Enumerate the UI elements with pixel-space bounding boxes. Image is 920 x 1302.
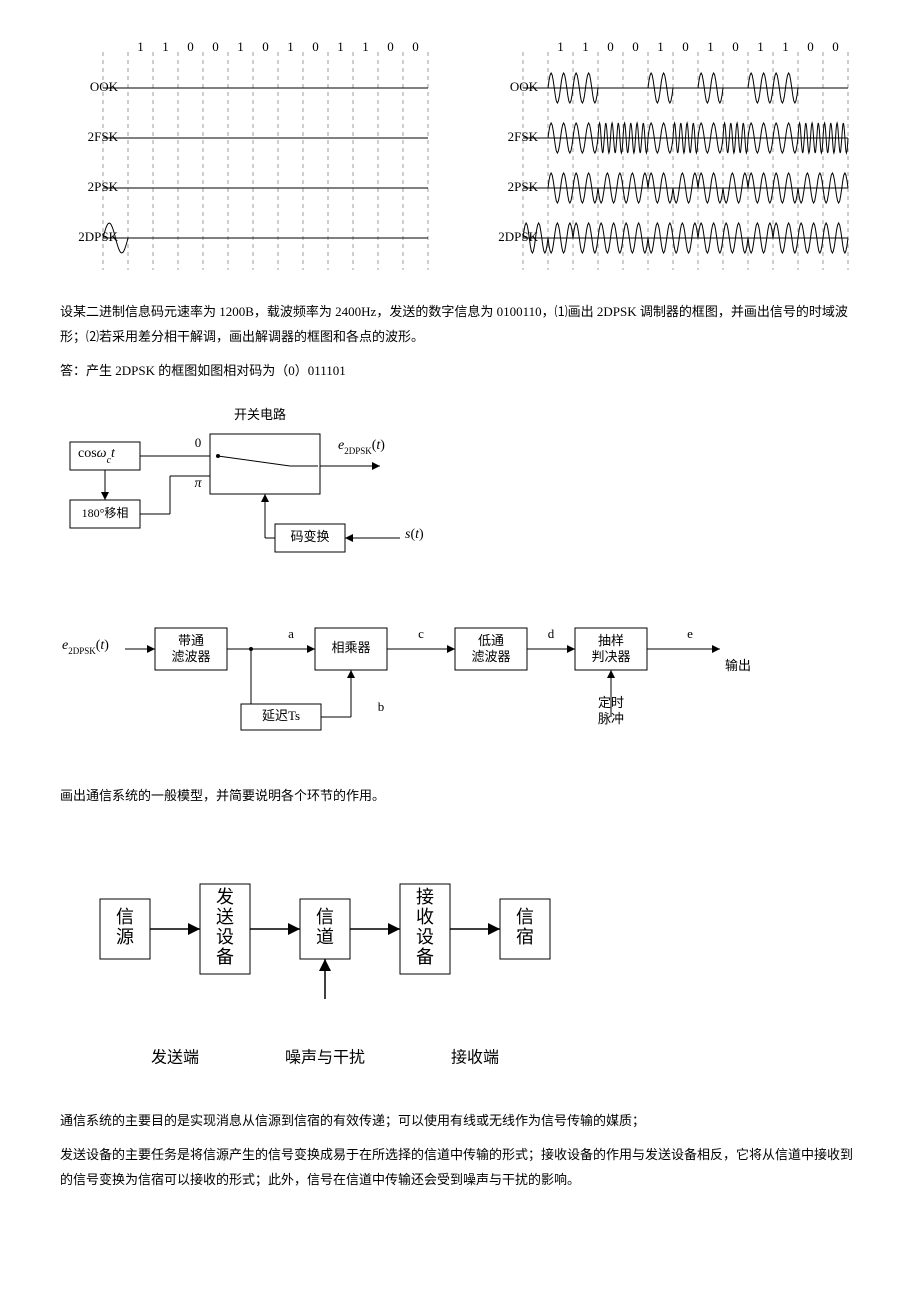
svg-text:0: 0 [732, 40, 739, 54]
svg-text:0: 0 [632, 40, 639, 54]
svg-text:判决器: 判决器 [591, 649, 630, 664]
svg-text:1: 1 [582, 40, 589, 54]
svg-text:b: b [378, 699, 385, 714]
waveform-right: 1 1 0 0 1 0 1 0 1 1 0 0 OOK 2FSK 2PSK 2DPSK [480, 40, 880, 270]
q2-prompt: 画出通信系统的一般模型，并简要说明各个环节的作用。 [60, 784, 860, 809]
svg-text:c: c [418, 626, 424, 641]
svg-text:道: 道 [316, 927, 334, 947]
svg-text:收: 收 [416, 907, 434, 927]
svg-text:1: 1 [237, 40, 244, 54]
svg-text:2FSK: 2FSK [88, 129, 119, 144]
svg-text:d: d [548, 626, 555, 641]
svg-text:脉冲: 脉冲 [598, 711, 624, 726]
svg-text:1: 1 [362, 40, 369, 54]
svg-text:信: 信 [316, 907, 334, 927]
svg-text:0: 0 [312, 40, 319, 54]
svg-text:0: 0 [607, 40, 614, 54]
svg-text:备: 备 [216, 947, 234, 967]
svg-text:设: 设 [216, 927, 234, 947]
svg-text:发: 发 [216, 887, 234, 907]
svg-text:e: e [687, 626, 693, 641]
svg-text:宿: 宿 [516, 927, 534, 947]
svg-text:0: 0 [187, 40, 194, 54]
demodulator-diagram: e2DPSK(t)带通滤波器相乘器低通滤波器抽样判决器acde输出延迟Tsb定时… [60, 604, 860, 754]
waveform-left: 1 1 0 0 1 0 1 0 1 1 0 0 OOK 2FSK 2PSK 2DPSK [60, 40, 460, 270]
svg-text:滤波器: 滤波器 [171, 649, 210, 664]
svg-text:1: 1 [337, 40, 344, 54]
svg-text:0: 0 [212, 40, 219, 54]
svg-text:0: 0 [412, 40, 419, 54]
svg-text:开关电路: 开关电路 [234, 407, 286, 422]
comm-model-diagram: 信源发送设备信道接收设备信宿发送端噪声与干扰接收端 [60, 869, 860, 1079]
svg-text:抽样: 抽样 [598, 633, 624, 648]
svg-text:1: 1 [557, 40, 564, 54]
svg-text:1: 1 [757, 40, 764, 54]
svg-text:0: 0 [682, 40, 689, 54]
svg-text:1: 1 [137, 40, 144, 54]
svg-text:0: 0 [195, 435, 202, 450]
svg-text:定时: 定时 [598, 695, 624, 710]
q3-para1: 通信系统的主要目的是实现消息从信源到信宿的有效传递；可以使用有线或无线作为信号传… [60, 1109, 860, 1134]
svg-text:π: π [194, 476, 202, 491]
modulator-diagram: 开关电路cosωct180°移相0πe2DPSK(t)码变换s(t) [60, 404, 860, 574]
svg-text:信: 信 [516, 907, 534, 927]
svg-text:噪声与干扰: 噪声与干扰 [285, 1048, 365, 1066]
svg-text:带通: 带通 [178, 633, 204, 648]
svg-text:2DPSK: 2DPSK [498, 229, 538, 244]
q1-prompt: 设某二进制信息码元速率为 1200B，载波频率为 2400Hz，发送的数字信息为… [60, 300, 860, 349]
svg-text:e2DPSK(t): e2DPSK(t) [62, 638, 109, 656]
svg-text:2PSK: 2PSK [508, 179, 539, 194]
svg-text:延迟Ts: 延迟Ts [262, 708, 300, 723]
svg-text:备: 备 [416, 947, 434, 967]
svg-text:接收端: 接收端 [451, 1048, 499, 1066]
svg-text:送: 送 [216, 907, 234, 927]
svg-text:输出: 输出 [725, 658, 751, 673]
svg-text:1: 1 [707, 40, 714, 54]
svg-text:低通: 低通 [478, 633, 504, 648]
svg-text:180°移相: 180°移相 [82, 506, 129, 520]
svg-text:OOK: OOK [510, 79, 539, 94]
q3-para2: 发送设备的主要任务是将信源产生的信号变换成易于在所选择的信道中传输的形式；接收设… [60, 1143, 860, 1192]
svg-text:1: 1 [657, 40, 664, 54]
svg-text:0: 0 [387, 40, 394, 54]
svg-text:信: 信 [116, 907, 134, 927]
svg-text:0: 0 [807, 40, 814, 54]
svg-text:滤波器: 滤波器 [471, 649, 510, 664]
svg-text:相乘器: 相乘器 [331, 640, 370, 655]
svg-text:0: 0 [262, 40, 269, 54]
svg-text:e2DPSK(t): e2DPSK(t) [338, 438, 385, 456]
q1-answer: 答：产生 2DPSK 的框图如图相对码为（0）011101 [60, 359, 860, 384]
svg-text:码变换: 码变换 [290, 529, 329, 544]
svg-text:a: a [288, 626, 294, 641]
svg-text:源: 源 [116, 927, 134, 947]
waveform-panels: 1 1 0 0 1 0 1 0 1 1 0 0 OOK 2FSK 2PSK 2DPSK 1 1 0 0 1 0 1 0 1 1 0… [60, 40, 860, 270]
svg-text:接: 接 [416, 887, 434, 907]
svg-text:1: 1 [162, 40, 169, 54]
svg-text:2PSK: 2PSK [88, 179, 119, 194]
svg-text:设: 设 [416, 927, 434, 947]
svg-text:0: 0 [832, 40, 839, 54]
svg-text:1: 1 [287, 40, 294, 54]
svg-text:1: 1 [782, 40, 789, 54]
svg-text:2FSK: 2FSK [508, 129, 539, 144]
svg-text:OOK: OOK [90, 79, 119, 94]
svg-text:发送端: 发送端 [151, 1048, 199, 1066]
svg-text:2DPSK: 2DPSK [78, 229, 118, 244]
svg-text:s(t): s(t) [405, 527, 424, 542]
